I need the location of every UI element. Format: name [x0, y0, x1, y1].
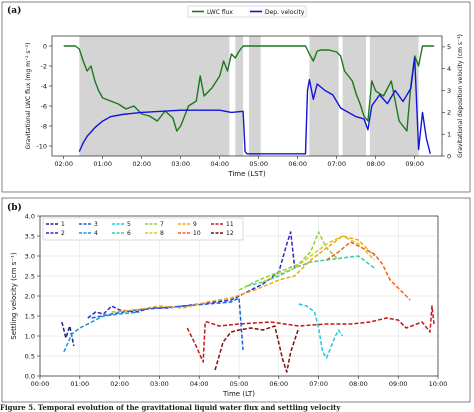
panel-a-legend: LWC flux Dep. velocity [187, 5, 307, 18]
x-tick-label: 08:00 [366, 160, 385, 168]
y-left-tick-label: -10 [36, 142, 47, 150]
legend-label-8: 8 [160, 230, 164, 237]
series-line-12 [214, 325, 300, 373]
series-line-3 [91, 297, 244, 351]
panel-a-x-axis-label: Time (LST) [227, 170, 266, 178]
y-tick-label: 2.0 [25, 292, 35, 300]
panel-b-frame [1, 197, 471, 403]
x-tick-label: 03:00 [150, 380, 169, 388]
legend-label-1: 1 [61, 221, 65, 228]
legend-label-12: 12 [226, 230, 234, 237]
x-tick-label: 09:00 [405, 160, 424, 168]
series-line-9 [111, 235, 375, 313]
series-line-11 [186, 305, 435, 363]
legend-frame [187, 5, 307, 18]
y-right-tick-label: 1 [447, 130, 451, 138]
panel-a: (a) 02:00 01:00 02:00 03:00 04:00 05:00 06:00 0… [1, 1, 471, 193]
legend-label-10: 10 [193, 230, 201, 237]
y-left-tick-label: -4 [41, 82, 47, 90]
legend-label-7: 7 [160, 221, 164, 228]
legend-label: LWC flux [207, 9, 233, 16]
figure-caption-fragment: Figure 5. Temporal evolution of the grav… [0, 404, 341, 412]
x-tick-label: 02:00 [54, 160, 73, 168]
legend-label-5: 5 [127, 221, 131, 228]
legend-label-4: 4 [94, 230, 98, 237]
y-left-tick-label: -6 [41, 102, 47, 110]
legend-label-6: 6 [127, 230, 131, 237]
y-right-tick-label: 2 [447, 109, 451, 117]
x-tick-label: 07:00 [309, 380, 328, 388]
x-tick-label: 04:00 [210, 160, 229, 168]
series-line-5 [298, 303, 344, 359]
x-tick-label: 05:00 [249, 160, 268, 168]
panel-b-ticks: 00:00 01:00 02:00 03:00 04:00 05:00 06:00 07:00… [25, 212, 448, 388]
panel-a-ticks: 02:00 01:00 02:00 03:00 04:00 05:00 06:00 07:00… [36, 42, 451, 168]
panel-a-y-axis-left-label: Gravitational LWC flux (mg m⁻² s⁻¹) [25, 43, 32, 150]
x-tick-label: 02:00 [110, 380, 129, 388]
panel-a-shaded-periods [79, 36, 419, 156]
y-left-tick-label: 0 [43, 42, 47, 50]
x-tick-label: 05:00 [230, 380, 249, 388]
legend-label-3: 3 [94, 221, 98, 228]
series-line-1 [61, 321, 75, 347]
y-left-tick-label: -8 [41, 122, 47, 130]
legend-label: Dep. velocity [265, 9, 305, 16]
panel-b-label: (b) [7, 202, 22, 213]
x-tick-label: 01:00 [93, 160, 112, 168]
panel-b-series [61, 231, 435, 373]
series-line-7 [238, 231, 340, 291]
panel-a-frame [1, 1, 471, 193]
panel-a-series [63, 45, 435, 155]
x-tick-label: 03:00 [171, 160, 190, 168]
y-tick-label: 1.0 [25, 332, 35, 340]
y-tick-label: 4.0 [25, 212, 35, 220]
legend-label-2: 2 [61, 230, 65, 237]
y-tick-label: 3.5 [25, 232, 35, 240]
y-right-tick-label: 4 [447, 65, 451, 73]
panel-a-plot-area [51, 35, 443, 157]
x-tick-label: 01:00 [70, 380, 89, 388]
y-left-tick-label: -2 [41, 62, 47, 70]
panel-b: (b) 00:00 01:00 02:00 03:00 04:00 05:00 06:00 0… [1, 197, 471, 403]
shaded-period [342, 36, 366, 156]
y-tick-label: 0.5 [25, 352, 35, 360]
legend-label-11: 11 [226, 221, 234, 228]
y-tick-label: 1.5 [25, 312, 35, 320]
y-right-tick-label: 5 [447, 43, 451, 51]
x-tick-label: 09:00 [389, 380, 408, 388]
panel-b-y-axis-label: Settling velocity (cm s⁻¹) [10, 252, 18, 340]
series-line-6 [246, 255, 375, 287]
y-right-tick-label: 3 [447, 87, 451, 95]
shaded-period [248, 36, 261, 156]
x-tick-label: 06:00 [269, 380, 288, 388]
series-line-8 [262, 235, 375, 283]
x-tick-label: 10:00 [429, 380, 448, 388]
x-tick-label: 04:00 [190, 380, 209, 388]
series-line-10 [326, 241, 411, 301]
series-line-lwc-flux [63, 45, 435, 132]
series-line-4 [63, 311, 140, 353]
y-tick-label: 2.5 [25, 272, 35, 280]
x-tick-label: 06:00 [288, 160, 307, 168]
panel-a-label: (a) [7, 5, 21, 16]
x-tick-label: 08:00 [349, 380, 368, 388]
y-tick-label: 0.0 [25, 372, 35, 380]
y-right-tick-label: 0 [447, 152, 451, 160]
x-tick-label: 02:00 [132, 160, 151, 168]
legend-label-9: 9 [193, 221, 197, 228]
series-line-2 [87, 231, 296, 319]
legend-frame [42, 217, 244, 241]
x-tick-label: 00:00 [31, 380, 50, 388]
series-line-dep-velocity [78, 57, 431, 155]
shaded-period [235, 36, 244, 156]
panel-b-x-axis-label: Time (LT) [222, 390, 255, 398]
panel-a-y-axis-right-label: Gravitational deposition velocity (cm s⁻… [457, 34, 464, 158]
x-tick-label: 07:00 [327, 160, 346, 168]
y-tick-label: 3.0 [25, 252, 35, 260]
